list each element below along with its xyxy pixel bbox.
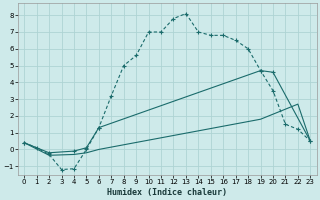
X-axis label: Humidex (Indice chaleur): Humidex (Indice chaleur) bbox=[107, 188, 227, 197]
